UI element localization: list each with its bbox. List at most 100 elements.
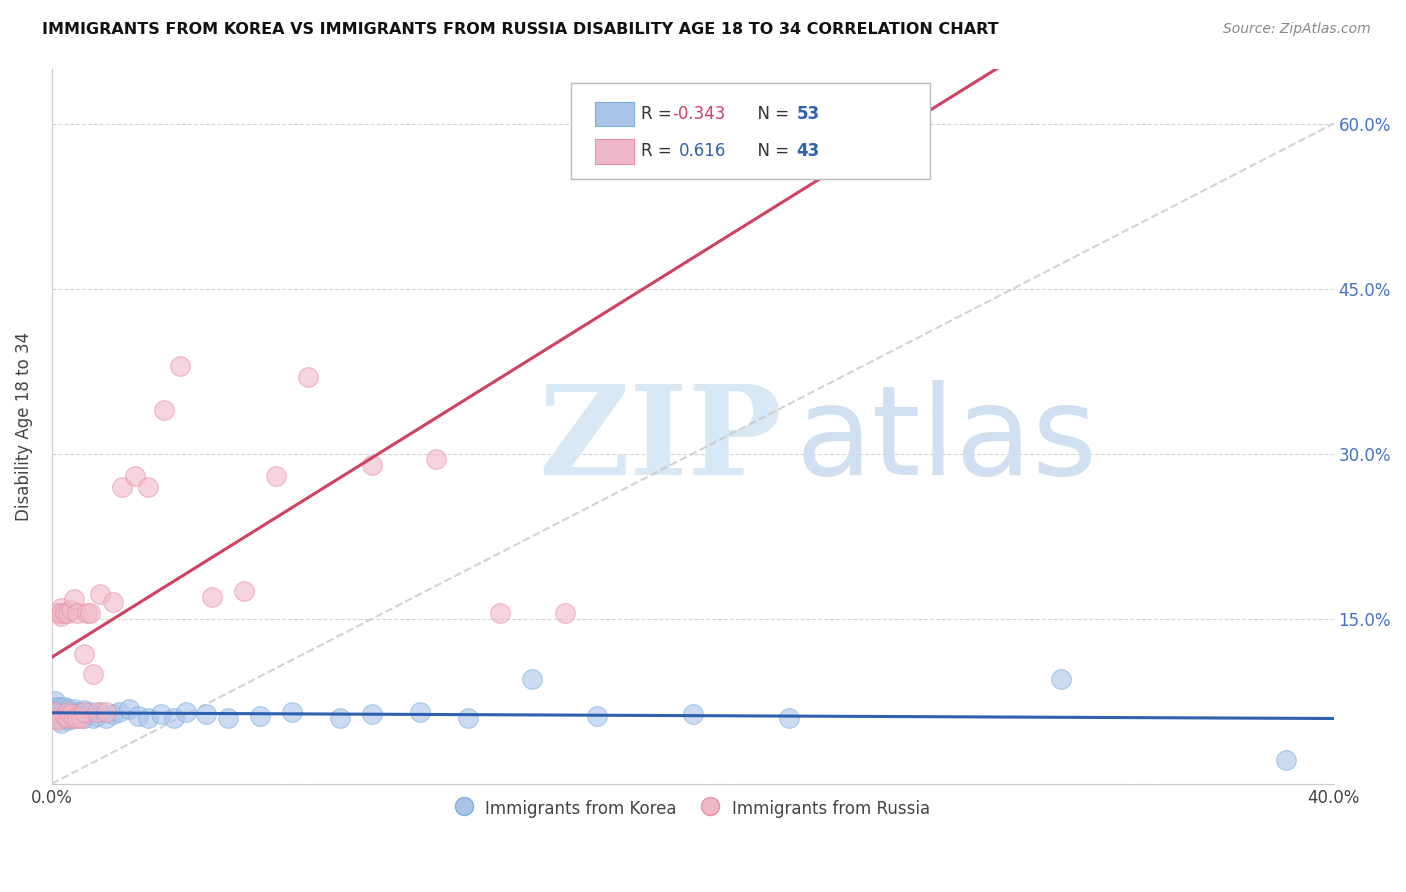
Point bbox=[51, 600, 73, 615]
Point bbox=[51, 705, 73, 719]
Point bbox=[66, 705, 89, 719]
Point bbox=[522, 672, 544, 686]
Point bbox=[46, 606, 69, 620]
FancyBboxPatch shape bbox=[595, 103, 634, 127]
Text: R =: R = bbox=[641, 143, 683, 161]
Point bbox=[63, 702, 86, 716]
Text: 53: 53 bbox=[797, 105, 820, 123]
Point bbox=[217, 711, 239, 725]
Point bbox=[329, 711, 352, 725]
Text: N =: N = bbox=[747, 105, 794, 123]
Point bbox=[63, 708, 86, 723]
Point bbox=[176, 705, 198, 719]
Point bbox=[46, 713, 69, 727]
Point bbox=[553, 606, 575, 620]
Point bbox=[56, 702, 79, 716]
Point bbox=[44, 705, 66, 719]
Point bbox=[69, 707, 91, 722]
Text: IMMIGRANTS FROM KOREA VS IMMIGRANTS FROM RUSSIA DISABILITY AGE 18 TO 34 CORRELAT: IMMIGRANTS FROM KOREA VS IMMIGRANTS FROM… bbox=[42, 22, 998, 37]
Point bbox=[53, 711, 76, 725]
Point bbox=[96, 711, 118, 725]
Point bbox=[56, 708, 79, 723]
Point bbox=[53, 699, 76, 714]
Text: Source: ZipAtlas.com: Source: ZipAtlas.com bbox=[1223, 22, 1371, 37]
Point bbox=[56, 606, 79, 620]
Point bbox=[53, 705, 76, 719]
Point bbox=[86, 705, 108, 719]
Point bbox=[56, 711, 79, 725]
Point bbox=[82, 666, 104, 681]
Point bbox=[264, 468, 287, 483]
Legend: Immigrants from Korea, Immigrants from Russia: Immigrants from Korea, Immigrants from R… bbox=[449, 792, 936, 825]
Point bbox=[59, 603, 82, 617]
Point bbox=[76, 606, 98, 620]
Point bbox=[56, 713, 79, 727]
Point bbox=[201, 590, 224, 604]
Point bbox=[73, 705, 96, 719]
Point bbox=[361, 458, 384, 472]
Point bbox=[63, 591, 86, 606]
Text: N =: N = bbox=[747, 143, 794, 161]
Point bbox=[53, 606, 76, 620]
Point bbox=[59, 705, 82, 719]
Text: -0.343: -0.343 bbox=[672, 105, 725, 123]
Point bbox=[778, 711, 800, 725]
Point bbox=[59, 707, 82, 722]
Point bbox=[149, 707, 172, 722]
Point bbox=[79, 606, 101, 620]
Point bbox=[51, 609, 73, 624]
Point bbox=[46, 705, 69, 719]
Point bbox=[44, 699, 66, 714]
Point bbox=[136, 480, 159, 494]
Text: ZIP: ZIP bbox=[538, 380, 783, 501]
Point bbox=[53, 708, 76, 723]
Point bbox=[111, 480, 134, 494]
Point bbox=[585, 708, 607, 723]
Point bbox=[617, 105, 640, 120]
Point bbox=[66, 606, 89, 620]
Point bbox=[63, 711, 86, 725]
Point bbox=[233, 584, 256, 599]
Point bbox=[66, 711, 89, 725]
Point bbox=[162, 711, 184, 725]
Point bbox=[409, 705, 432, 719]
Point bbox=[73, 711, 96, 725]
Text: atlas: atlas bbox=[796, 380, 1097, 501]
Point bbox=[51, 716, 73, 731]
Point bbox=[153, 402, 176, 417]
Point bbox=[51, 699, 73, 714]
Point bbox=[89, 587, 111, 601]
Point bbox=[489, 606, 512, 620]
Point bbox=[82, 711, 104, 725]
Point bbox=[124, 468, 146, 483]
Point bbox=[73, 703, 96, 717]
Point bbox=[66, 711, 89, 725]
Point bbox=[69, 711, 91, 725]
Point bbox=[682, 138, 704, 153]
Point bbox=[425, 452, 447, 467]
Point bbox=[1274, 752, 1296, 766]
Point bbox=[101, 595, 124, 609]
Point bbox=[59, 711, 82, 725]
Point bbox=[361, 707, 384, 722]
Point bbox=[281, 705, 304, 719]
Point bbox=[73, 647, 96, 661]
Point bbox=[118, 702, 141, 716]
Point bbox=[51, 606, 73, 620]
Point bbox=[76, 707, 98, 722]
Point bbox=[169, 359, 191, 373]
Point bbox=[1050, 672, 1073, 686]
Point bbox=[108, 705, 131, 719]
Point bbox=[44, 705, 66, 719]
Point bbox=[136, 711, 159, 725]
FancyBboxPatch shape bbox=[595, 139, 634, 163]
Point bbox=[79, 705, 101, 719]
Point bbox=[194, 707, 217, 722]
Point bbox=[89, 705, 111, 719]
Point bbox=[51, 711, 73, 725]
Point bbox=[86, 708, 108, 723]
Text: 43: 43 bbox=[797, 143, 820, 161]
Point bbox=[46, 699, 69, 714]
Point bbox=[682, 707, 704, 722]
Point bbox=[249, 708, 271, 723]
